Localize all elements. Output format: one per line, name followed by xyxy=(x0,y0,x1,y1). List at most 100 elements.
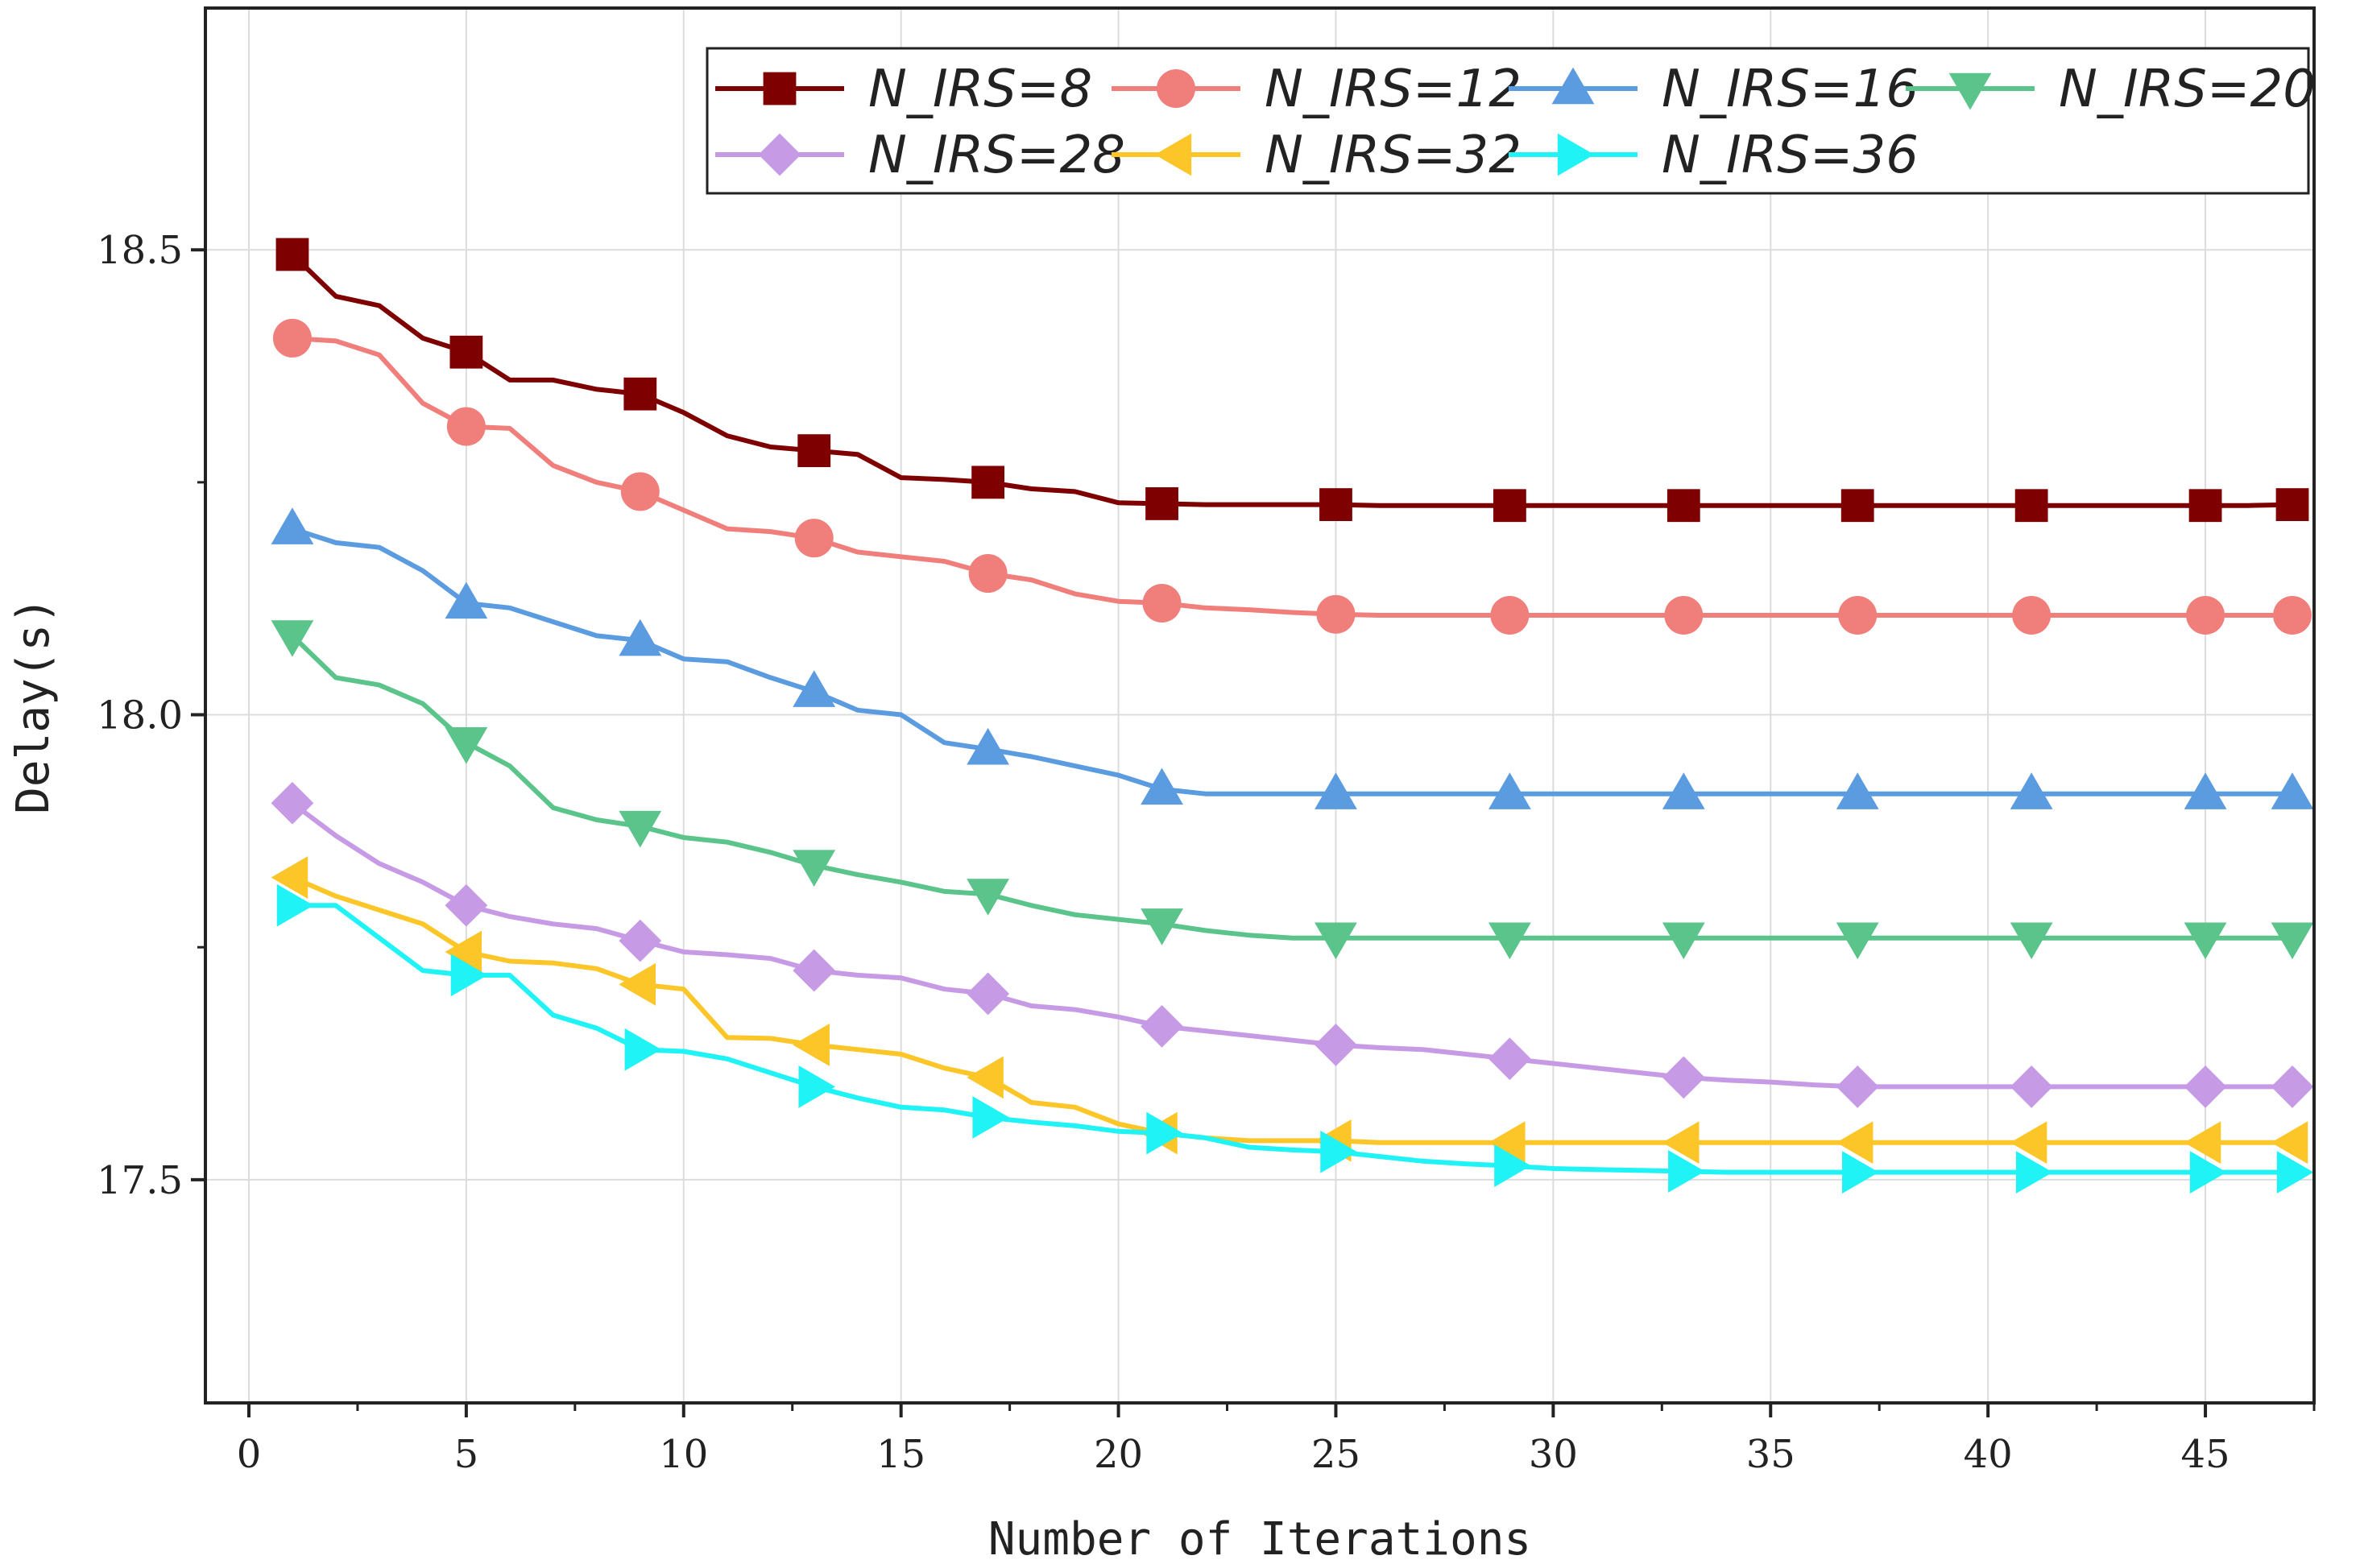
data-point xyxy=(2010,922,2053,960)
series-N_IRS=16 xyxy=(271,507,2314,809)
series-N_IRS=8 xyxy=(275,238,2309,523)
data-point xyxy=(1842,1151,1879,1194)
data-point xyxy=(967,1056,1004,1099)
legend-swatch-marker xyxy=(1948,72,1992,110)
x-tick-label: 25 xyxy=(1311,1432,1360,1477)
legend-item: N_IRS=12 xyxy=(1112,60,1522,119)
data-point xyxy=(2015,1151,2053,1194)
data-point xyxy=(445,726,488,764)
data-point xyxy=(793,850,836,887)
data-point xyxy=(1836,1065,1879,1108)
data-point xyxy=(271,856,308,900)
x-tick-label: 20 xyxy=(1094,1432,1143,1477)
series-line xyxy=(291,875,2292,1145)
data-point xyxy=(271,507,314,544)
series-N_IRS=28 xyxy=(271,781,2314,1108)
data-point xyxy=(2184,922,2227,960)
legend-swatch-marker xyxy=(1157,69,1195,108)
data-point xyxy=(972,1096,1010,1139)
data-point xyxy=(2184,1121,2221,1165)
legend-label: N_IRS=36 xyxy=(1662,126,1919,185)
legend-swatch-marker xyxy=(758,133,801,176)
data-point xyxy=(1836,772,1879,809)
data-point xyxy=(1146,1111,1183,1155)
data-point xyxy=(1662,1121,1700,1165)
data-point xyxy=(1838,595,1878,635)
series-line xyxy=(290,634,2292,941)
x-tick-label: 5 xyxy=(454,1432,479,1477)
data-point xyxy=(620,472,660,511)
data-point xyxy=(271,620,314,657)
legend-item: N_IRS=8 xyxy=(715,60,1092,119)
data-point xyxy=(2275,488,2309,521)
y-axis-title: Delay(s) xyxy=(7,597,60,814)
series-line xyxy=(291,801,2292,1090)
grid xyxy=(205,8,2314,1403)
data-point xyxy=(450,954,488,997)
data-point xyxy=(1493,489,1526,523)
data-point xyxy=(1662,1056,1705,1099)
legend-swatch-marker xyxy=(1551,67,1595,105)
x-tick-label: 0 xyxy=(237,1432,262,1477)
data-point xyxy=(1319,488,1352,521)
data-point xyxy=(272,318,312,358)
data-point xyxy=(619,810,662,848)
data-point xyxy=(623,377,657,411)
data-point xyxy=(445,581,488,619)
data-point xyxy=(2184,1065,2227,1108)
legend-swatch-marker xyxy=(763,72,797,105)
data-point xyxy=(1315,1024,1357,1066)
data-point xyxy=(1488,1121,1526,1165)
axes: 0 5 10 15 20 25 30 35 40 45 17.5 18.0 18.5 xyxy=(97,228,2316,1477)
data-point xyxy=(1145,487,1178,520)
legend-label: N_IRS=20 xyxy=(2059,60,2316,119)
data-point xyxy=(275,238,309,271)
data-point xyxy=(446,407,486,446)
data-point xyxy=(968,554,1008,594)
data-point xyxy=(797,434,831,468)
data-point xyxy=(967,972,1010,1016)
series-line xyxy=(292,526,2292,796)
data-point xyxy=(2271,772,2314,809)
legend-item: N_IRS=20 xyxy=(1906,60,2316,119)
legend-label: N_IRS=32 xyxy=(1265,126,1522,185)
data-point xyxy=(1320,1130,1357,1173)
data-point xyxy=(2189,1151,2227,1194)
series-N_IRS=36 xyxy=(276,883,2314,1194)
data-point xyxy=(1662,922,1705,960)
data-point xyxy=(1666,489,1700,523)
y-tick-label: 18.5 xyxy=(97,228,183,273)
legend-item: N_IRS=36 xyxy=(1509,126,1919,185)
data-point xyxy=(1664,595,1704,635)
data-point xyxy=(1490,595,1530,635)
legend-label: N_IRS=8 xyxy=(868,60,1092,119)
legend-item: N_IRS=32 xyxy=(1112,126,1522,185)
data-point xyxy=(619,963,656,1006)
data-point xyxy=(793,670,836,707)
legend-label: N_IRS=16 xyxy=(1662,60,1919,119)
data-point xyxy=(276,883,314,927)
data-point xyxy=(445,883,488,927)
series-N_IRS=12 xyxy=(272,318,2312,635)
data-point xyxy=(798,1065,836,1108)
data-point xyxy=(2271,1065,2314,1108)
data-point xyxy=(2273,595,2312,635)
series-line xyxy=(290,252,2293,508)
data-point xyxy=(2188,489,2222,523)
data-point xyxy=(1141,767,1183,805)
data-point xyxy=(1316,594,1356,634)
x-axis-title: Number of Iterations xyxy=(988,1513,1531,1566)
data-point xyxy=(1141,1004,1183,1048)
series-N_IRS=20 xyxy=(271,620,2314,960)
series-line xyxy=(292,335,2292,618)
legend-label: N_IRS=28 xyxy=(868,126,1125,185)
plot-frame xyxy=(204,6,2316,1405)
data-point xyxy=(2271,922,2314,960)
data-point xyxy=(2012,595,2052,635)
y-tick-label: 18.0 xyxy=(97,693,183,738)
data-point xyxy=(2271,1121,2308,1165)
data-point xyxy=(1142,583,1182,623)
data-point xyxy=(2276,1151,2314,1194)
data-point xyxy=(449,335,483,369)
